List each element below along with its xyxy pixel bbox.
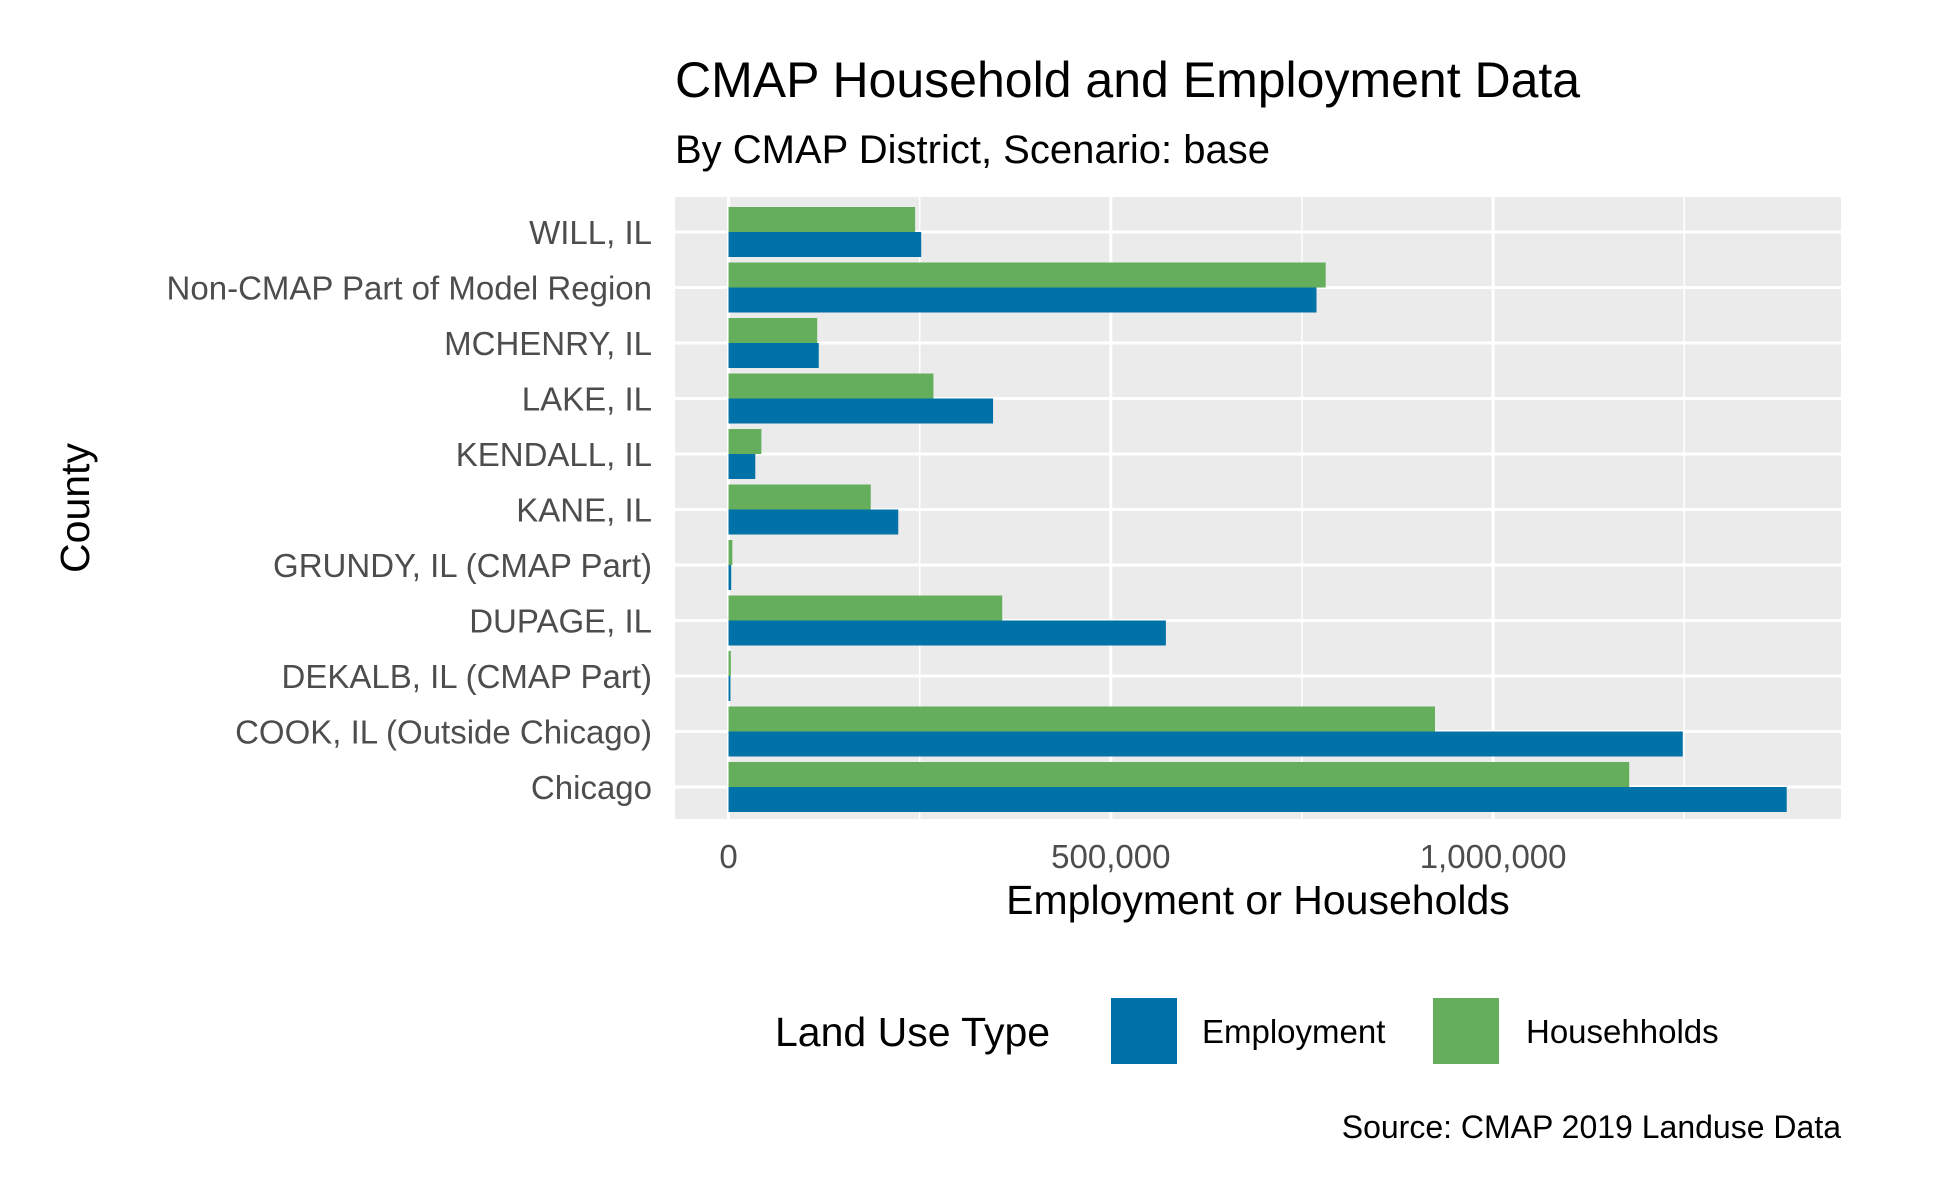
- y-tick-label: COOK, IL (Outside Chicago): [235, 714, 652, 751]
- y-tick-label: Non-CMAP Part of Model Region: [167, 270, 652, 307]
- y-tick-label: DUPAGE, IL: [469, 603, 652, 640]
- legend-label-employment: Employment: [1202, 1013, 1385, 1050]
- bar-households-non-cmap-part-of-model-region: [728, 262, 1326, 288]
- legend-swatch-households: [1433, 998, 1499, 1064]
- bar-employment-kane-il: [728, 509, 899, 535]
- bar-households-kane-il: [728, 484, 871, 510]
- y-tick-label: LAKE, IL: [522, 381, 652, 418]
- bar-households-chicago: [728, 762, 1630, 787]
- bar-employment-dekalb-il-cmap-part: [728, 676, 731, 701]
- bar-households-mchenry-il: [728, 318, 818, 343]
- y-tick-label: GRUNDY, IL (CMAP Part): [273, 547, 652, 584]
- chart-subtitle: By CMAP District, Scenario: base: [675, 128, 1270, 172]
- y-tick-label: MCHENRY, IL: [444, 325, 652, 362]
- bar-employment-will-il: [728, 232, 922, 257]
- legend: Land Use Type Employment Househholds: [775, 998, 1719, 1064]
- bar-households-dekalb-il-cmap-part: [728, 651, 731, 676]
- chart-caption: Source: CMAP 2019 Landuse Data: [1342, 1109, 1841, 1145]
- x-tick-label: 0: [719, 838, 737, 875]
- bar-employment-chicago: [728, 787, 1787, 812]
- x-tick-label: 500,000: [1051, 838, 1170, 875]
- bar-employment-lake-il: [728, 398, 994, 424]
- bar-employment-cook-il-outside-chicago: [728, 731, 1683, 757]
- x-tick-label: 1,000,000: [1420, 838, 1567, 875]
- y-tick-label: KENDALL, IL: [456, 436, 652, 473]
- y-tick-labels: Chicago COOK, IL (Outside Chicago) DEKALB,…: [167, 214, 652, 806]
- bars: [728, 207, 1787, 812]
- bar-employment-kendall-il: [728, 454, 756, 479]
- bar-employment-dupage-il: [728, 620, 1166, 646]
- bar-households-kendall-il: [728, 429, 762, 454]
- bar-households-will-il: [728, 207, 916, 232]
- y-tick-label: Chicago: [531, 769, 652, 806]
- legend-title: Land Use Type: [775, 1009, 1050, 1055]
- y-tick-label: DEKALB, IL (CMAP Part): [282, 658, 652, 695]
- bar-employment-grundy-il-cmap-part: [728, 565, 732, 590]
- bar-employment-mchenry-il: [728, 343, 819, 368]
- bar-households-lake-il: [728, 373, 934, 399]
- x-axis-title: Employment or Households: [1006, 877, 1510, 923]
- chart-title: CMAP Household and Employment Data: [675, 52, 1580, 108]
- x-tick-labels: 0 500,000 1,000,000: [719, 838, 1566, 875]
- bar-households-grundy-il-cmap-part: [728, 540, 733, 565]
- bar-employment-non-cmap-part-of-model-region: [728, 287, 1317, 313]
- legend-label-households: Househholds: [1526, 1013, 1719, 1050]
- y-axis-title: County: [52, 443, 98, 573]
- y-tick-label: KANE, IL: [516, 492, 652, 529]
- bar-households-cook-il-outside-chicago: [728, 706, 1436, 732]
- y-tick-label: WILL, IL: [529, 214, 652, 251]
- legend-swatch-employment: [1111, 998, 1177, 1064]
- bar-households-dupage-il: [728, 595, 1003, 621]
